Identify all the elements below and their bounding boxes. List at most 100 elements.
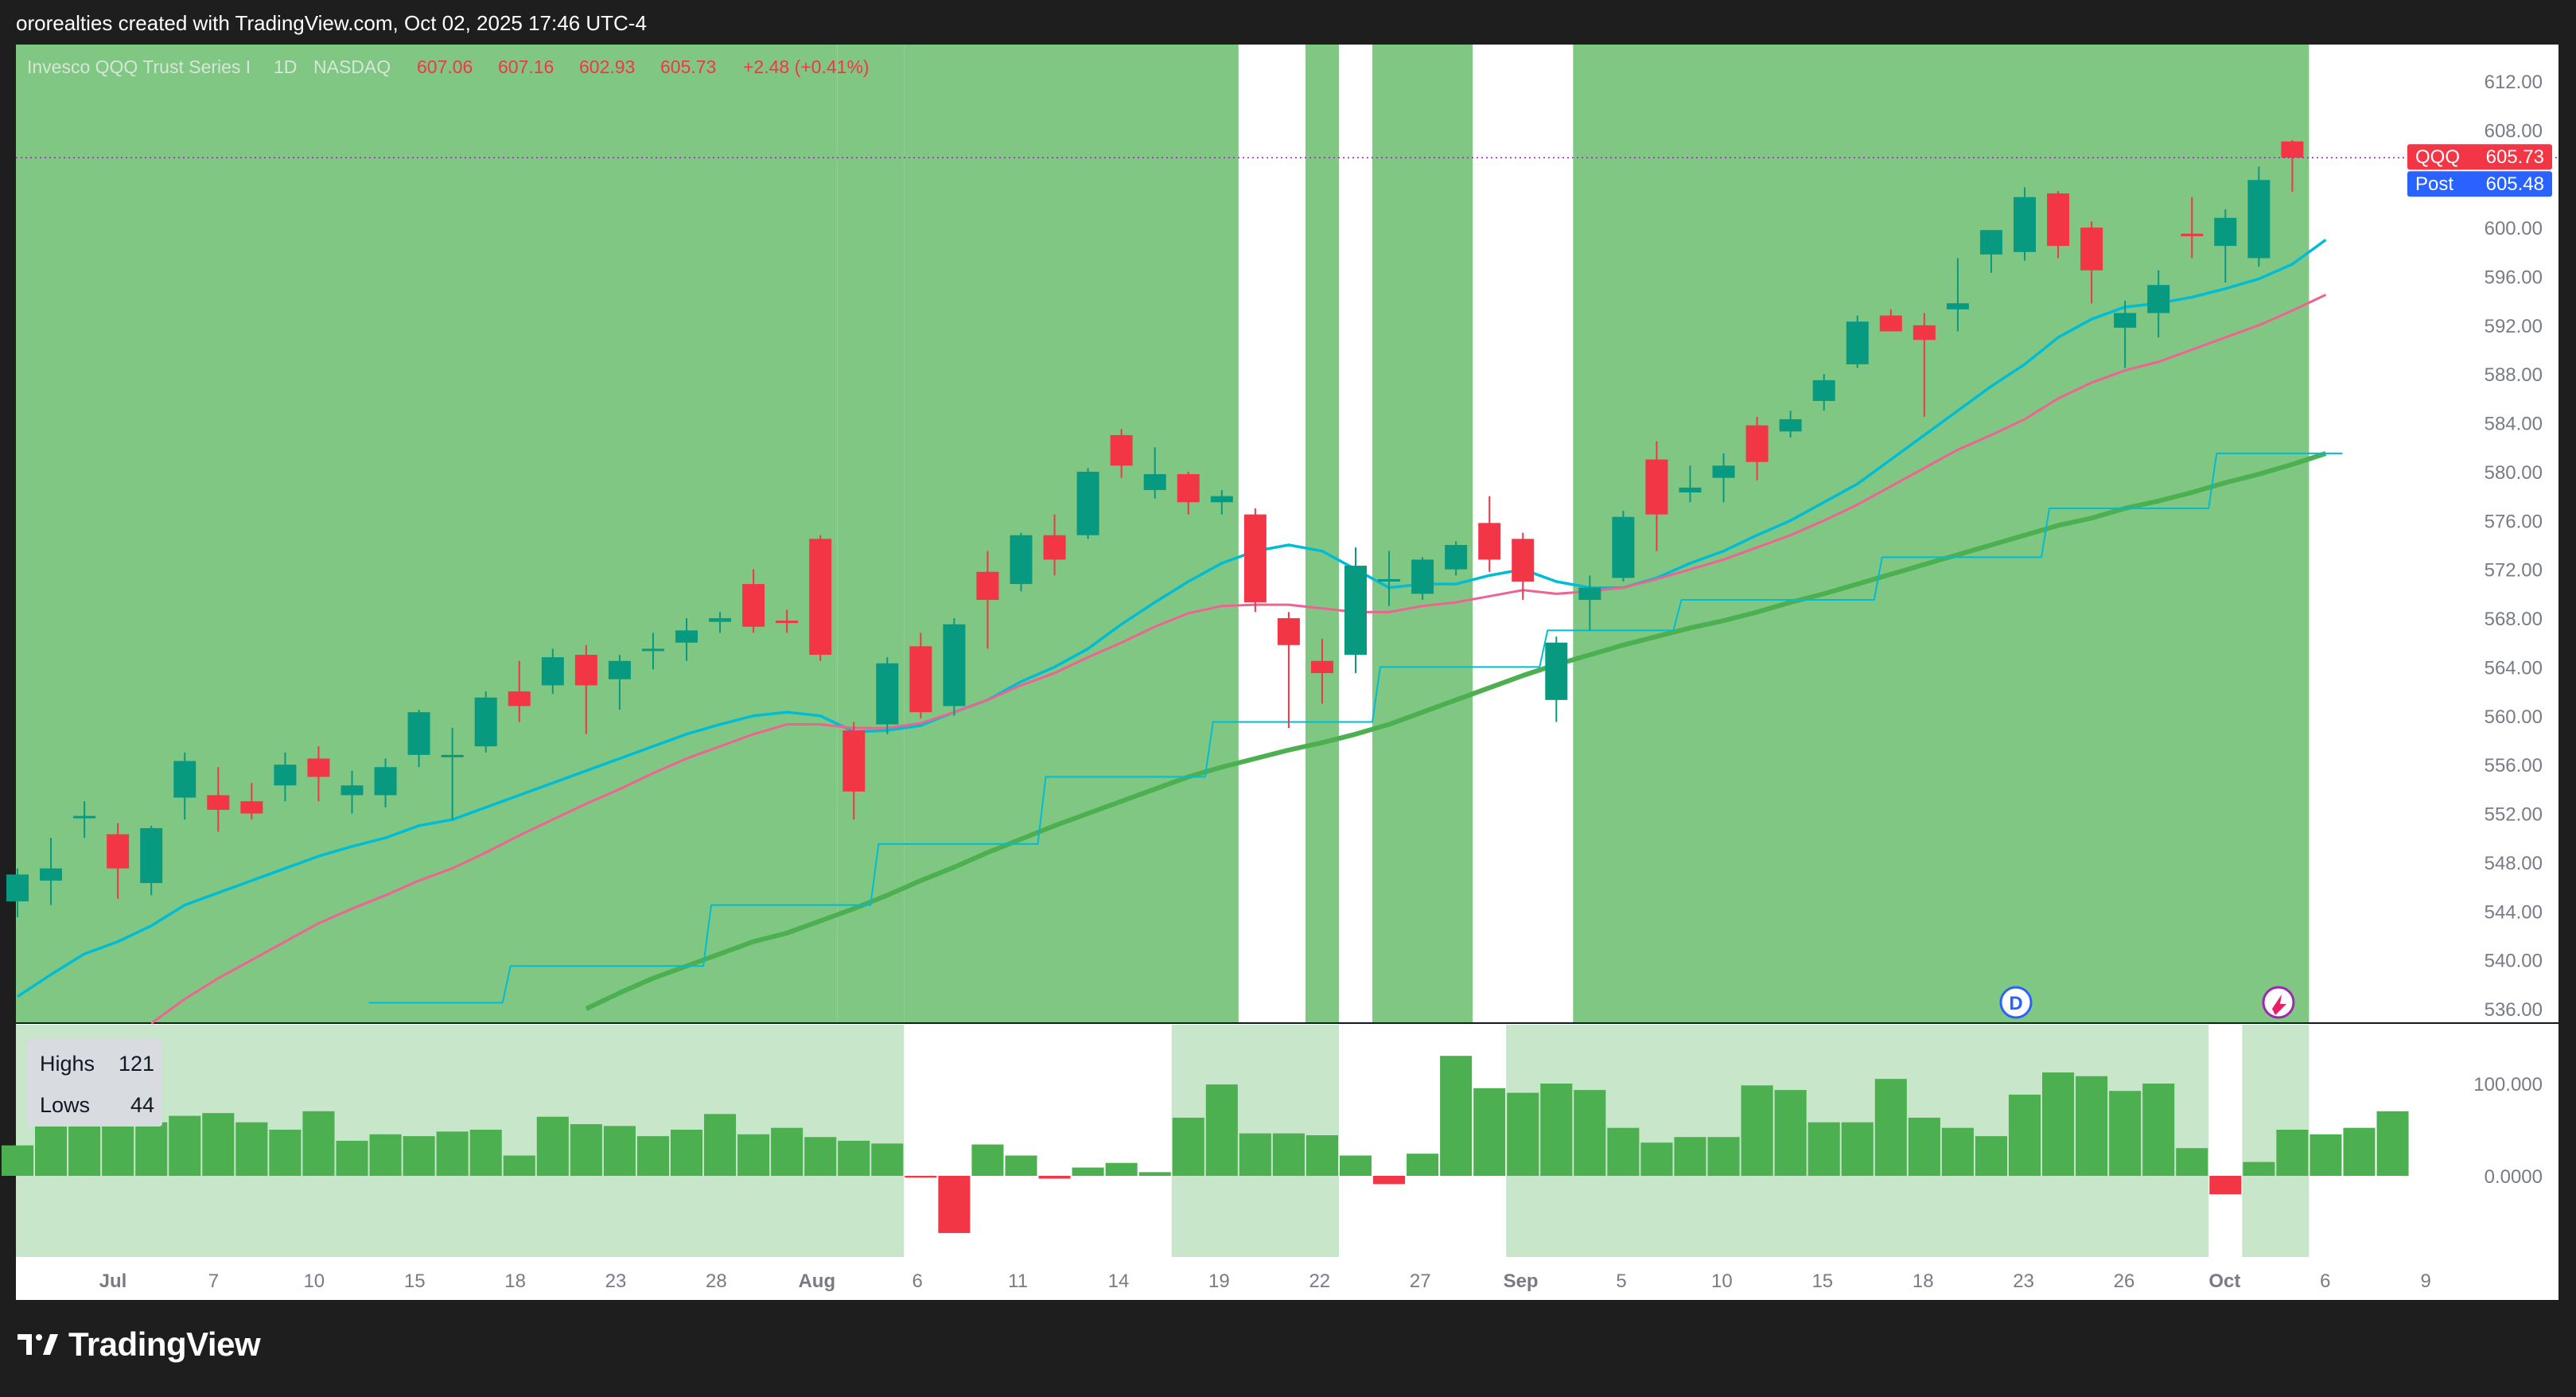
candle-body — [1913, 325, 1936, 340]
candle-body — [1445, 545, 1468, 570]
indicator-bar — [670, 1130, 703, 1176]
candle-up — [140, 825, 163, 896]
trend-highlight-band — [1573, 45, 2309, 1023]
price-axis-label: 540.00 — [2485, 951, 2543, 972]
indicator-bar — [135, 1122, 168, 1176]
candle-body — [1712, 465, 1735, 478]
candle-body — [1411, 559, 1434, 594]
candle-body — [307, 758, 330, 777]
indicator-bar — [1339, 1155, 1372, 1176]
indicator-bar — [1507, 1092, 1539, 1176]
candle-up — [1812, 374, 1835, 411]
indicator-legend: Highs 121 Lows 44 — [27, 1039, 162, 1127]
candle-up — [1210, 489, 1233, 515]
line-ema_fast — [17, 239, 2327, 998]
price-axis-label: 592.00 — [2485, 316, 2543, 337]
indicator-bar — [737, 1134, 770, 1176]
trend-highlight-band — [1305, 45, 1339, 1023]
indicator-bar — [1038, 1176, 1071, 1179]
candle-up — [1612, 511, 1635, 582]
candle-down — [1277, 612, 1300, 729]
indicator-bar — [503, 1155, 535, 1176]
indicator-bar — [636, 1136, 669, 1176]
candle-up — [374, 758, 397, 807]
candle-up — [2014, 187, 2036, 261]
indicator-legend-value: 121 — [119, 1052, 154, 1076]
indicator-bar — [1105, 1162, 1138, 1176]
indicator-bar — [2076, 1076, 2108, 1176]
indicator-bar — [1005, 1155, 1037, 1176]
candle-body — [474, 697, 497, 747]
trend-highlight-band — [1372, 45, 1473, 1023]
candle-body — [1177, 474, 1200, 503]
candle-body — [2014, 197, 2036, 252]
candle-up — [943, 618, 966, 716]
indicator-bar — [871, 1143, 904, 1176]
tradingview-brand: TradingView — [68, 1325, 261, 1363]
indicator-bar — [2376, 1111, 2409, 1176]
indicator-axis-label: 100.000 — [2473, 1074, 2543, 1095]
candle-body — [2281, 141, 2304, 158]
candle-up — [340, 770, 364, 814]
time-axis-label: 11 — [1008, 1271, 1028, 1292]
indicator-bar — [971, 1144, 1004, 1176]
candle-body — [1645, 459, 1668, 515]
indicator-bar — [1306, 1134, 1338, 1176]
indicator-bar — [1072, 1167, 1104, 1176]
candle-body — [1478, 523, 1501, 560]
time-axis-label: 5 — [1616, 1271, 1626, 1292]
candle-body — [1779, 418, 1802, 432]
candle-down — [1243, 508, 1267, 613]
candle-up — [1578, 575, 1601, 631]
indicator-bar — [1674, 1137, 1706, 1176]
price-axis-label: 536.00 — [2485, 999, 2543, 1021]
indicator-bar — [102, 1125, 134, 1176]
price-axis-label: 564.00 — [2485, 657, 2543, 679]
indicator-bar — [1941, 1127, 1974, 1176]
indicator-bar — [938, 1176, 971, 1233]
indicator-bar — [369, 1134, 402, 1176]
price-axis-label: 572.00 — [2485, 560, 2543, 582]
indicator-bar — [1540, 1084, 1573, 1176]
time-axis-label: Oct — [2208, 1271, 2240, 1292]
candle-body — [1545, 642, 1568, 700]
symbol-legend: Invesco QQQ Trust Series I 1D NASDAQ 607.06… — [27, 56, 870, 77]
candle-body — [675, 630, 698, 643]
price-axis-label: 612.00 — [2485, 72, 2543, 93]
indicator-bar — [1373, 1176, 1406, 1185]
time-axis-label: 10 — [1711, 1271, 1733, 1292]
indicator-bar — [2209, 1176, 2242, 1195]
indicator-bar — [2042, 1072, 2075, 1176]
candle-up — [1378, 551, 1401, 606]
candle-body — [1010, 535, 1033, 585]
chart-credit: ororealties created with TradingView.com… — [16, 11, 647, 35]
candle-body — [1310, 660, 1333, 674]
candle-body — [2080, 228, 2103, 270]
candle-up — [1679, 465, 1702, 503]
candle-body — [909, 646, 932, 713]
indicator-bar — [1841, 1122, 1874, 1176]
price-tag-qqq: QQQ 605.73 — [2407, 144, 2552, 170]
candle-down — [2080, 221, 2103, 304]
candle-body — [1512, 539, 1535, 582]
indicator-bar — [2176, 1148, 2208, 1176]
candle-up — [40, 838, 63, 905]
candle-down — [742, 569, 765, 633]
candle-body — [1612, 516, 1635, 578]
candle-up — [1411, 557, 1434, 601]
indicator-bar — [1741, 1085, 1773, 1176]
candle-down — [2181, 197, 2204, 259]
candle-down — [107, 823, 130, 899]
legend-text: Invesco QQQ Trust Series I — [27, 56, 251, 77]
tradingview-logo[interactable]: TradingView — [18, 1325, 261, 1364]
indicator-bar — [469, 1130, 502, 1176]
candle-up — [1946, 258, 1969, 332]
indicator-bar — [1807, 1122, 1840, 1176]
line-sma_slow — [585, 451, 2327, 1011]
candle-down — [307, 746, 330, 802]
price-axis-label: 548.00 — [2485, 853, 2543, 874]
price-axis-label: 568.00 — [2485, 609, 2543, 630]
indicator-bar — [1205, 1084, 1238, 1176]
indicator-bar — [1, 1145, 34, 1176]
